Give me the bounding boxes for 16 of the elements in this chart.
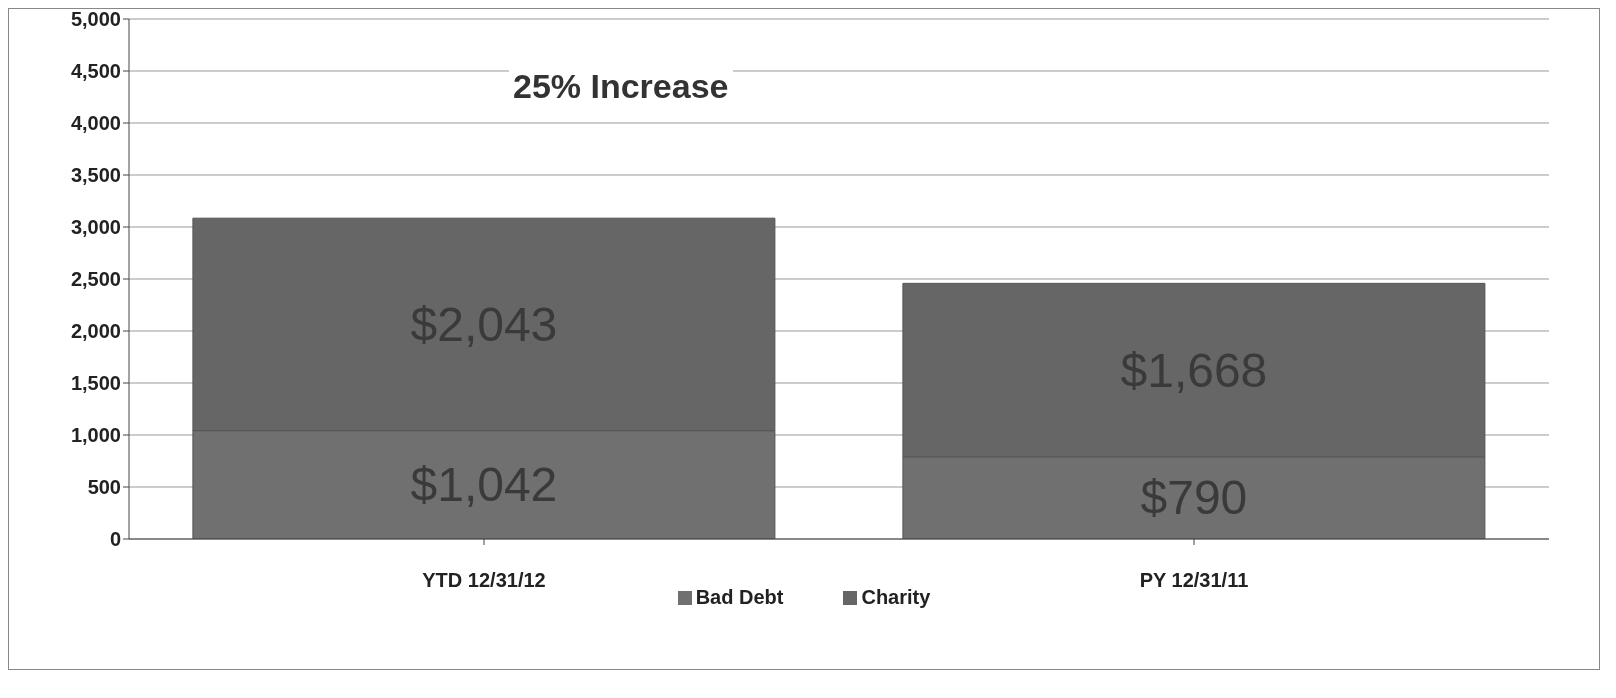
y-tick-label: 4,500	[70, 60, 121, 83]
annotation: 25% Increase	[509, 67, 733, 106]
legend-label: Charity	[860, 586, 931, 609]
y-tick-label: 1,500	[70, 372, 121, 395]
x-tick-label: YTD 12/31/12	[422, 569, 546, 592]
y-tick-label: 500	[87, 476, 121, 499]
y-tick-label: 3,000	[70, 216, 121, 239]
y-tick-label: 1,000	[70, 424, 121, 447]
x-tick-label: PY 12/31/11	[1139, 569, 1249, 592]
y-tick-label: 4,000	[70, 112, 121, 135]
y-tick-label: 2,500	[70, 268, 121, 291]
y-tick-label: 5,000	[70, 8, 121, 31]
y-tick-label: 2,000	[70, 320, 121, 343]
y-tick-label: 3,500	[70, 164, 121, 187]
y-tick-label: 0	[109, 528, 121, 551]
legend-label: Bad Debt	[694, 586, 784, 609]
